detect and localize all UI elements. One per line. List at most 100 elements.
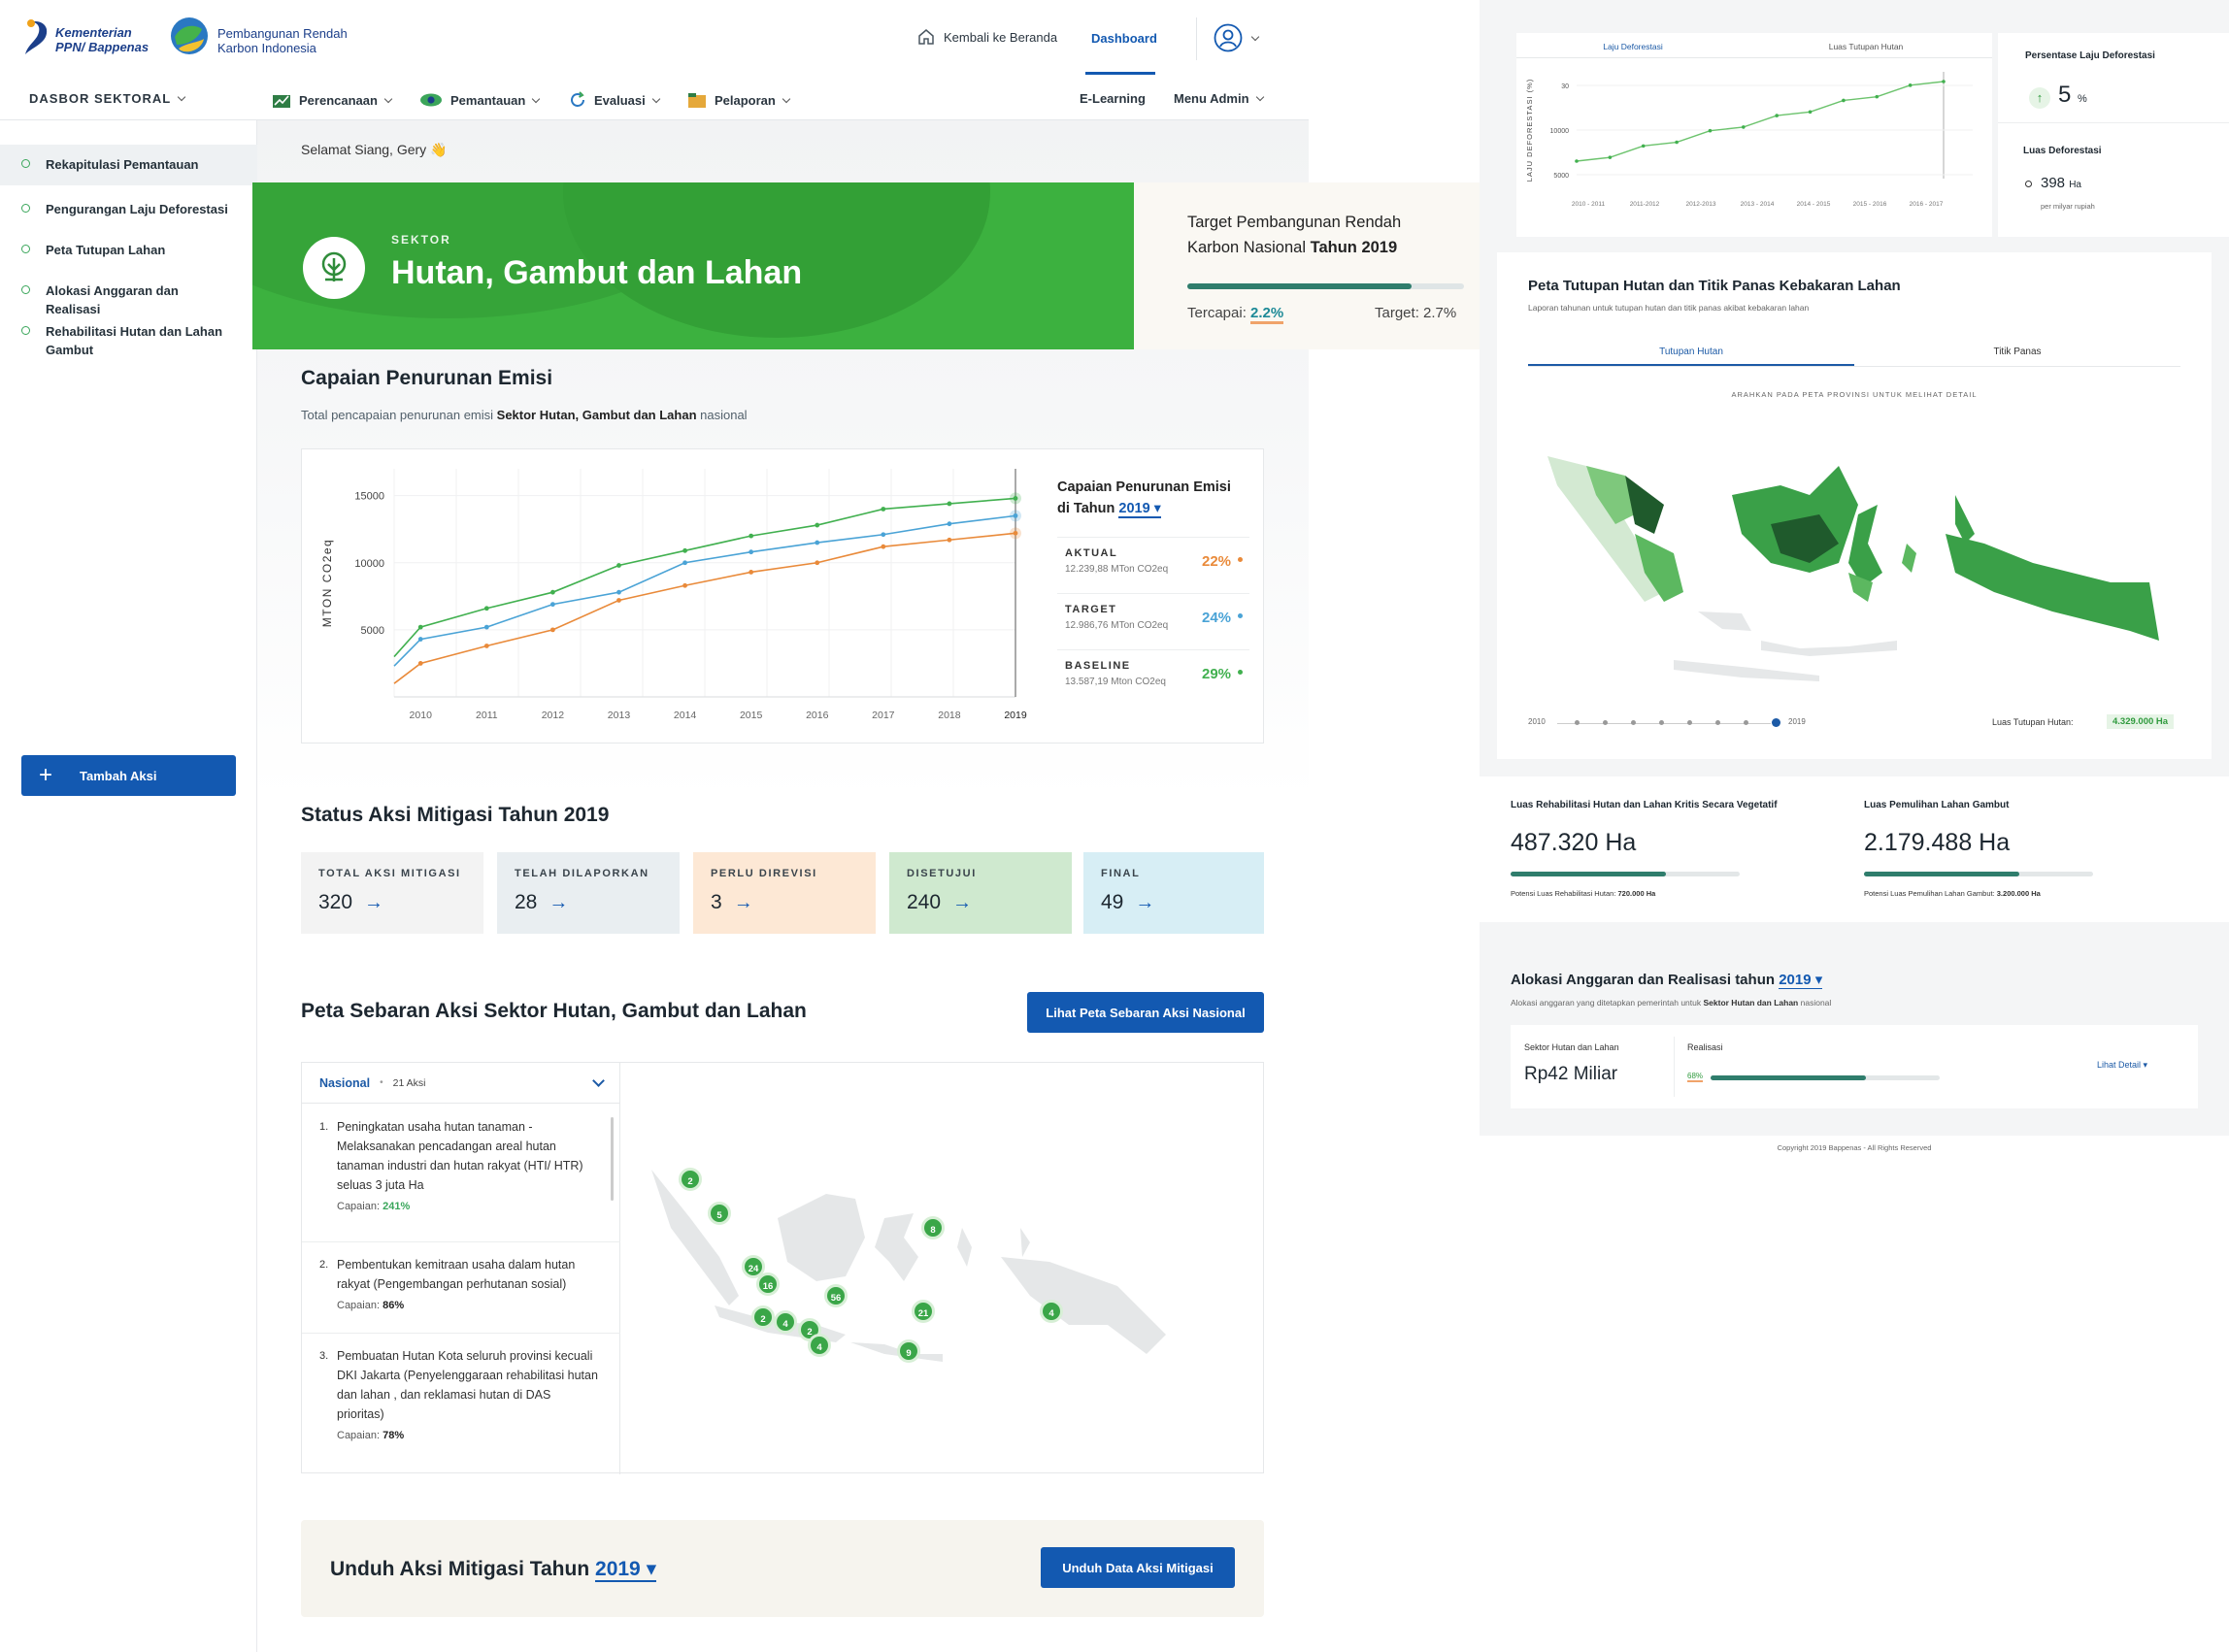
data-point — [1641, 144, 1646, 149]
sidebar-item-label: Pengurangan Laju Deforestasi — [46, 202, 228, 216]
alokasi-year: 2019 — [1779, 972, 1812, 988]
map-marker[interactable]: 2 — [751, 1305, 775, 1329]
sidebar-item-rehabilitasi[interactable]: Rehabilitasi Hutan dan Lahan Gambut — [0, 322, 257, 359]
download-button[interactable]: Unduh Data Aksi Mitigasi — [1041, 1547, 1235, 1588]
map-subtitle: Laporan tahunan untuk tutupan hutan dan … — [1528, 303, 1810, 313]
item-capaian: Capaian: 86% — [337, 1300, 601, 1311]
bullet-icon — [21, 159, 30, 168]
national-map-button[interactable]: Lihat Peta Sebaran Aksi Nasional — [1027, 992, 1264, 1033]
data-point — [881, 544, 886, 549]
map-marker[interactable]: 4 — [1040, 1300, 1063, 1323]
tab-laju-deforestasi[interactable]: Laju Deforestasi — [1603, 42, 1663, 51]
year-dropdown[interactable]: 2019 ▾ — [1118, 501, 1161, 518]
map-marker[interactable]: 9 — [897, 1339, 920, 1363]
map-provinces — [1547, 456, 2159, 681]
menu-label: Evaluasi — [594, 92, 646, 108]
data-point — [1608, 155, 1613, 159]
menu-evaluasi[interactable]: Evaluasi — [569, 91, 661, 109]
sidebar-item-rekapitulasi[interactable]: Rekapitulasi Pemantauan — [0, 145, 257, 185]
slider-dot[interactable] — [1715, 720, 1720, 725]
data-point — [616, 563, 621, 568]
menu-pelaporan[interactable]: Pelaporan — [687, 91, 791, 109]
data-point — [947, 521, 952, 527]
menu-perencanaan[interactable]: Perencanaan — [272, 91, 393, 109]
slider-dot[interactable] — [1659, 720, 1664, 725]
stat-value: 240 — [907, 891, 942, 913]
target-progress-track — [1187, 283, 1464, 289]
sector-hero-banner: SEKTOR Hutan, Gambut dan Lahan — [252, 182, 1134, 349]
tab-tutupan-hutan[interactable]: Tutupan Hutan — [1528, 338, 1854, 366]
slider-dot[interactable] — [1772, 718, 1780, 727]
chart-icon — [273, 95, 290, 108]
year-slider[interactable]: 2010 2019 Luas Tutupan Hutan: 4.329.000 … — [1528, 714, 2180, 734]
separator-dot: • — [380, 1077, 383, 1088]
prk-logo[interactable]: Pembangunan Rendah Karbon Indonesia — [169, 16, 353, 58]
slider-dot[interactable] — [1744, 720, 1748, 725]
emisi-sub-end: nasional — [700, 408, 748, 422]
stat-card-dilaporkan[interactable]: TELAH DILAPORKAN 28 → — [497, 852, 680, 934]
user-menu[interactable] — [1214, 23, 1260, 52]
data-point — [881, 532, 886, 538]
tab-luas-tutupan[interactable]: Luas Tutupan Hutan — [1828, 42, 1904, 51]
menu-pemantauan[interactable]: Pemantauan — [419, 91, 541, 109]
detail-link[interactable]: Lihat Detail ▾ — [2097, 1060, 2148, 1070]
rehab-progress-track — [1511, 872, 1740, 876]
top-bar: Kementerian PPN/ Bappenas Pembangunan Re… — [0, 0, 1309, 78]
deforestasi-line-chart: 30 10000 5000 LAJU DEFORESTASI (%) 2010 - 20… — [1525, 72, 1973, 208]
data-point — [815, 522, 820, 528]
admin-menu[interactable]: Menu Admin — [1174, 91, 1264, 106]
scrollbar[interactable] — [611, 1117, 614, 1201]
forest-cover-map[interactable] — [1528, 408, 2180, 689]
download-year-dropdown[interactable]: 2019 ▾ — [595, 1558, 657, 1582]
bappenas-logo[interactable]: Kementerian PPN/ Bappenas — [23, 16, 159, 58]
map-marker[interactable]: 56 — [824, 1284, 848, 1307]
slider-dot[interactable] — [1687, 720, 1692, 725]
chevron-down-icon — [383, 94, 393, 103]
hero-kicker: SEKTOR — [391, 233, 451, 247]
map-marker[interactable]: 8 — [921, 1216, 945, 1239]
divider — [302, 1241, 620, 1242]
sebaran-title: Peta Sebaran Aksi Sektor Hutan, Gambut d… — [301, 1000, 807, 1022]
legend-item-baseline: BASELINE 13.587,19 Mton CO2eq 29% — [1057, 649, 1249, 704]
stat-value: 320 — [318, 891, 353, 913]
realisasi-percent: 68% — [1687, 1072, 1704, 1082]
data-point — [749, 549, 754, 555]
slider-dot[interactable] — [1603, 720, 1608, 725]
sidebar-item-peta[interactable]: Peta Tutupan Lahan — [0, 241, 257, 259]
home-link[interactable]: Kembali ke Beranda — [916, 27, 1057, 47]
map-marker[interactable]: 5 — [708, 1202, 731, 1225]
stat-card-direvisi[interactable]: PERLU DIREVISI 3 → — [693, 852, 876, 934]
map-marker[interactable]: 16 — [756, 1272, 780, 1296]
sidebar-item-alokasi[interactable]: Alokasi Anggaran dan Realisasi — [0, 281, 257, 318]
luas-value-row: 398 Ha — [2041, 175, 2081, 191]
map-marker[interactable]: 21 — [912, 1300, 935, 1323]
slider-dot[interactable] — [1575, 720, 1580, 725]
emisi-sub-text: Total pencapaian penurunan emisi — [301, 408, 494, 422]
add-action-button[interactable]: + Tambah Aksi — [21, 755, 236, 796]
stat-card-total[interactable]: TOTAL AKSI MITIGASI 320 → — [301, 852, 483, 934]
map-marker[interactable]: 2 — [679, 1168, 702, 1191]
chevron-down-icon — [532, 94, 541, 103]
gambut-title: Luas Pemulihan Lahan Gambut — [1864, 800, 2010, 810]
legend-list: AKTUAL 12.239,88 MTon CO2eq 22% TARGET 1… — [1057, 537, 1249, 706]
legend-title-text: Capaian Penurunan Emisi di Tahun — [1057, 479, 1231, 516]
map-marker[interactable]: 4 — [808, 1334, 831, 1357]
elearning-link[interactable]: E-Learning — [1080, 91, 1146, 106]
chevron-down-icon — [592, 1074, 605, 1087]
slider-dot[interactable] — [1631, 720, 1636, 725]
indonesia-distribution-map[interactable] — [622, 1063, 1263, 1472]
legend-value: 13.587,19 Mton CO2eq — [1065, 677, 1166, 687]
dashboard-link[interactable]: Dashboard — [1091, 31, 1157, 46]
alokasi-sub-sector: Sektor Hutan dan Lahan — [1703, 998, 1799, 1008]
stat-card-disetujui[interactable]: DISETUJUI 240 → — [889, 852, 1072, 934]
luas-unit: Ha — [2069, 180, 2081, 190]
region-dropdown[interactable]: Nasional • 21 Aksi — [302, 1063, 620, 1104]
map-marker[interactable]: 4 — [774, 1310, 797, 1334]
dasbor-sektoral-menu[interactable]: DASBOR SEKTORAL — [29, 91, 186, 106]
tab-titik-panas[interactable]: Titik Panas — [1993, 347, 2042, 357]
x-tick-label: 2015 — [740, 710, 763, 721]
stat-card-final[interactable]: FINAL 49 → — [1083, 852, 1264, 934]
sidebar-item-deforestasi[interactable]: Pengurangan Laju Deforestasi — [0, 200, 257, 218]
sidebar: Rekapitulasi Pemantauan Pengurangan Laju… — [0, 120, 257, 1652]
alokasi-year-dropdown[interactable]: 2019 ▾ — [1779, 972, 1823, 989]
